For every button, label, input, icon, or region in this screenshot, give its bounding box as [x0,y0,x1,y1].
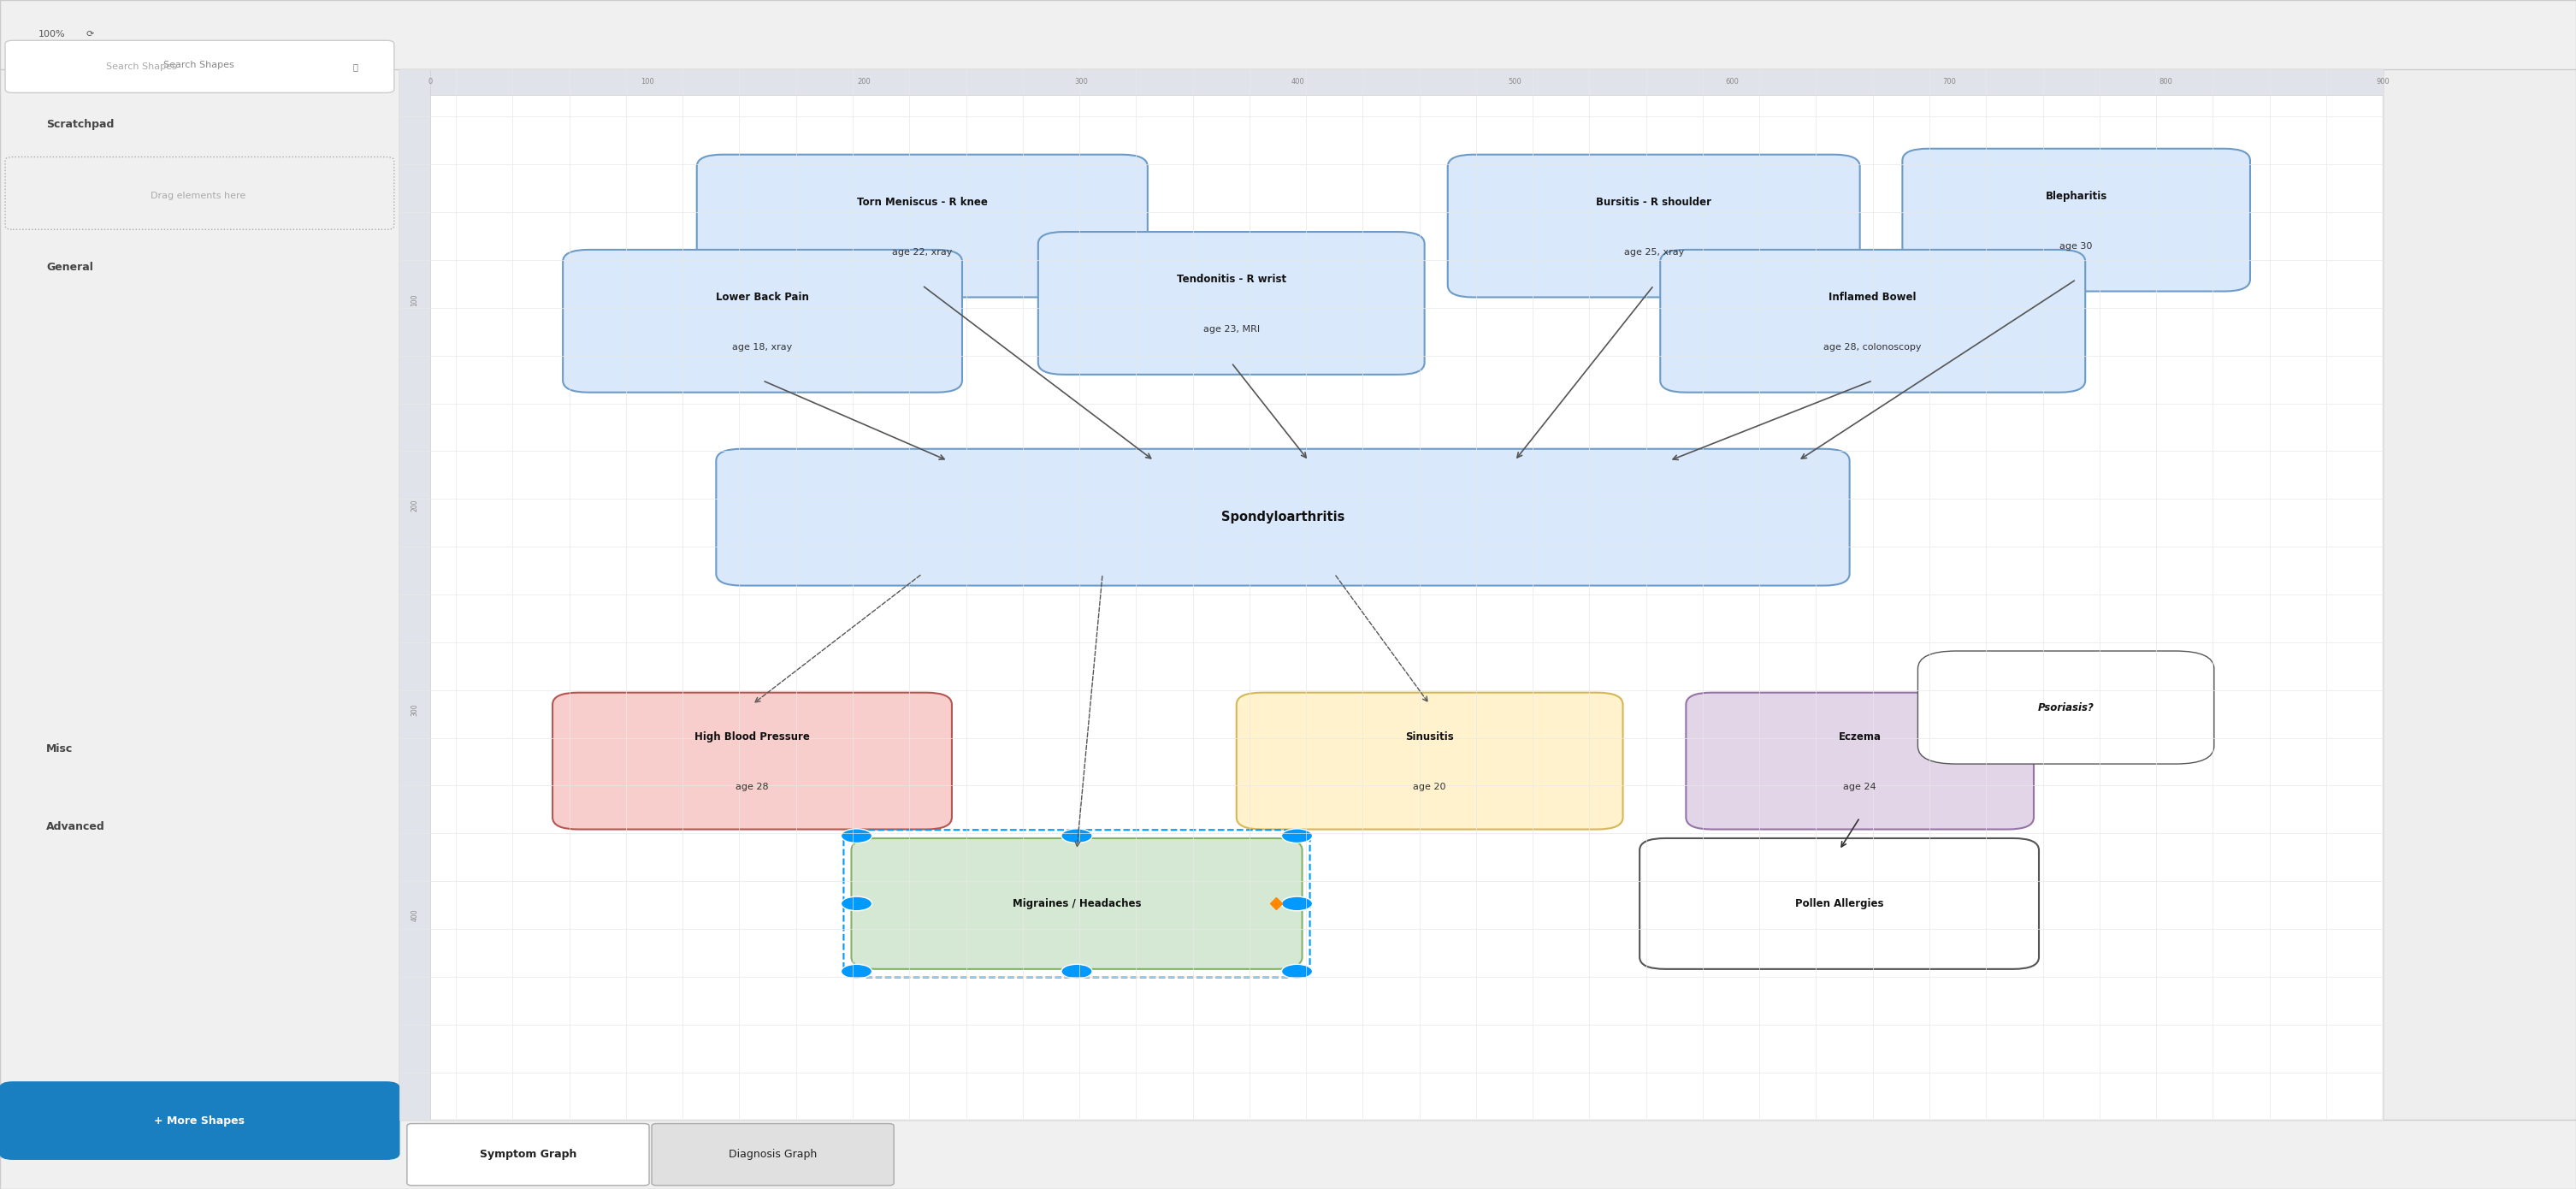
FancyBboxPatch shape [399,69,430,1120]
FancyBboxPatch shape [850,838,1301,969]
Text: 600: 600 [1726,78,1739,86]
Text: Blepharitis: Blepharitis [2045,190,2107,202]
FancyBboxPatch shape [1901,149,2251,291]
FancyBboxPatch shape [551,692,951,830]
Text: Torn Meniscus - R knee: Torn Meniscus - R knee [858,196,987,208]
Circle shape [1061,829,1092,843]
Text: 500: 500 [1507,78,1522,86]
Text: 100%: 100% [39,30,64,39]
FancyBboxPatch shape [696,155,1146,297]
Text: age 18, xray: age 18, xray [732,342,793,352]
Text: Bursitis - R shoulder: Bursitis - R shoulder [1597,196,1710,208]
FancyBboxPatch shape [562,250,961,392]
FancyBboxPatch shape [652,1124,894,1185]
Circle shape [840,897,871,911]
Text: ⟳: ⟳ [85,30,95,39]
Text: Misc: Misc [46,743,72,755]
Text: age 25, xray: age 25, xray [1623,247,1685,257]
Text: General: General [46,262,93,273]
FancyBboxPatch shape [0,0,399,1189]
Text: 400: 400 [1291,78,1306,86]
Text: Psoriasis?: Psoriasis? [2038,702,2094,713]
Text: Search Shapes: Search Shapes [162,61,234,70]
FancyBboxPatch shape [1448,155,1860,297]
Text: Drag elements here: Drag elements here [152,191,245,201]
Text: age 30: age 30 [2061,241,2092,251]
FancyBboxPatch shape [0,1120,2576,1189]
Circle shape [1061,964,1092,979]
Text: 100: 100 [412,294,417,307]
Text: 200: 200 [858,78,871,86]
Text: 100: 100 [641,78,654,86]
Text: age 24: age 24 [1844,782,1875,792]
FancyBboxPatch shape [716,449,1850,586]
Text: High Blood Pressure: High Blood Pressure [696,731,809,743]
Text: 300: 300 [1074,78,1087,86]
FancyBboxPatch shape [399,69,2383,95]
Text: age 28: age 28 [737,782,768,792]
Text: Inflamed Bowel: Inflamed Bowel [1829,291,1917,303]
Text: age 28, colonoscopy: age 28, colonoscopy [1824,342,1922,352]
Text: Spondyloarthritis: Spondyloarthritis [1221,511,1345,523]
Text: Advanced: Advanced [46,820,106,832]
Text: Symptom Graph: Symptom Graph [479,1149,577,1160]
FancyBboxPatch shape [0,0,2576,69]
Text: Migraines / Headaches: Migraines / Headaches [1012,898,1141,910]
Text: 900: 900 [2375,78,2391,86]
Text: age 22, xray: age 22, xray [891,247,953,257]
Circle shape [840,829,871,843]
Text: Eczema: Eczema [1839,731,1880,743]
Text: age 20: age 20 [1414,782,1445,792]
Text: Sinusitis: Sinusitis [1406,731,1453,743]
Circle shape [1283,829,1311,843]
Circle shape [1283,897,1311,911]
FancyBboxPatch shape [1659,250,2084,392]
FancyBboxPatch shape [1638,838,2040,969]
Text: Search Shapes: Search Shapes [106,62,178,71]
Text: 200: 200 [412,499,417,511]
FancyBboxPatch shape [5,40,394,93]
Circle shape [840,964,871,979]
FancyBboxPatch shape [1917,652,2215,765]
Text: Tendonitis - R wrist: Tendonitis - R wrist [1177,273,1285,285]
FancyBboxPatch shape [1236,692,1623,830]
FancyBboxPatch shape [399,69,2383,1120]
Text: Diagnosis Graph: Diagnosis Graph [729,1149,817,1160]
FancyBboxPatch shape [1685,692,2035,830]
FancyBboxPatch shape [1038,232,1425,375]
FancyBboxPatch shape [407,1124,649,1185]
Text: 300: 300 [412,704,417,716]
Text: 🔍: 🔍 [353,62,358,71]
Text: age 23, MRI: age 23, MRI [1203,325,1260,334]
Text: 400: 400 [412,908,417,921]
Text: 800: 800 [2159,78,2172,86]
FancyBboxPatch shape [2383,0,2576,1189]
Text: 0: 0 [428,78,433,86]
Text: Scratchpad: Scratchpad [46,119,113,131]
Text: + More Shapes: + More Shapes [155,1115,245,1126]
FancyBboxPatch shape [0,1082,399,1159]
Text: Pollen Allergies: Pollen Allergies [1795,898,1883,910]
Circle shape [1283,964,1311,979]
Text: 700: 700 [1942,78,1955,86]
Text: Lower Back Pain: Lower Back Pain [716,291,809,303]
